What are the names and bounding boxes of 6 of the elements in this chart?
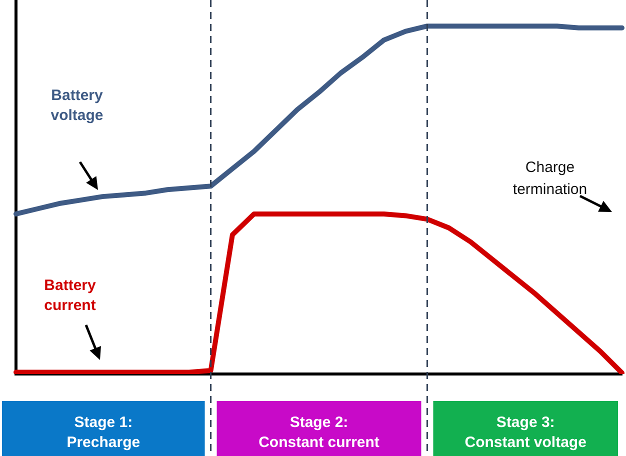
text: Battery voltage [50,87,104,124]
text: Battery current [44,277,96,314]
text: Stage 3: Constant voltage [464,414,586,451]
text: Stage 2: Constant current [258,414,380,451]
text: Stage 1: Precharge [66,414,140,451]
annotation: Charge termination [512,159,588,198]
